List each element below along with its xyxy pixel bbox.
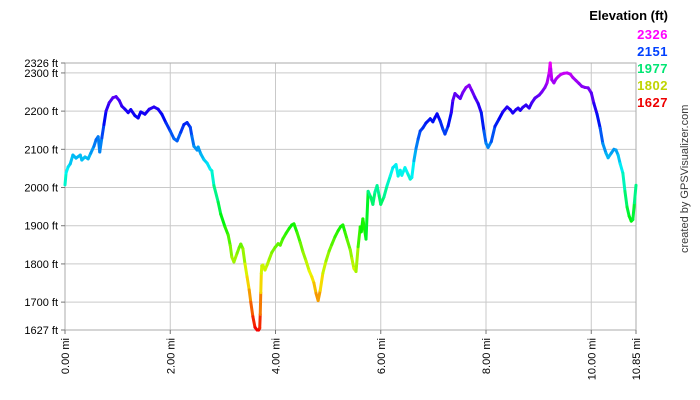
elevation-line-segment	[364, 189, 370, 241]
elevation-line-segment	[446, 111, 453, 128]
elevation-line-segment	[621, 171, 627, 193]
elevation-line-segment	[298, 241, 305, 254]
elevation-line-segment	[385, 174, 392, 188]
elevation-line-segment	[321, 259, 328, 275]
elevation-line-segment	[375, 184, 381, 198]
y-tick-label: 2200 ft	[24, 106, 58, 118]
legend-entry: 1977	[637, 61, 668, 76]
elevation-line-segment	[316, 288, 322, 303]
elevation-line-segment	[259, 271, 263, 295]
legend-entry: 2151	[637, 44, 668, 59]
elevation-line-segment	[489, 124, 497, 144]
elevation-line-segment	[226, 233, 232, 248]
plot-border	[64, 62, 637, 331]
elevation-line-segment	[98, 136, 104, 154]
elevation-line-segment	[449, 98, 455, 115]
y-tick-label: 1800 ft	[24, 259, 58, 271]
elevation-line-segment	[258, 312, 262, 330]
elevation-line-segment	[632, 183, 638, 205]
elevation-line-segment	[228, 244, 234, 259]
x-tick-label: 6.00 mi	[376, 338, 388, 374]
elevation-line-segment	[414, 137, 420, 151]
elevation-line-segment	[190, 134, 196, 148]
elevation-line-segment	[251, 315, 257, 329]
legend-entry: 1627	[637, 95, 668, 110]
elevation-line-segment	[371, 190, 377, 206]
x-tick-label: 4.00 mi	[271, 338, 283, 374]
elevation-line-segment	[175, 130, 183, 143]
elevation-line-segment	[631, 201, 636, 222]
elevation-line-segment	[258, 291, 263, 316]
elevation-line-segment	[382, 184, 389, 199]
elevation-line-segment	[210, 169, 216, 188]
y-tick-label: 2300 ft	[24, 68, 58, 80]
elevation-line-segment	[249, 300, 255, 319]
elevation-line-segment	[592, 101, 599, 116]
elevation-line-segment	[160, 112, 168, 125]
legend-entry: 2326	[637, 27, 668, 42]
y-tick-label: 2326 ft	[24, 58, 58, 70]
elevation-line-segment	[102, 109, 108, 126]
elevation-line-segment	[623, 189, 629, 209]
elevation-line-segment	[598, 126, 605, 146]
elevation-line-segment	[545, 71, 551, 85]
elevation-line-segment	[301, 250, 308, 263]
legend: Elevation (ft) 2326 2151 1977 1802 1627	[589, 8, 668, 111]
elevation-line-segment	[312, 281, 318, 295]
y-tick-label: 1900 ft	[24, 221, 58, 233]
elevation-line-segment	[243, 262, 249, 279]
elevation-line-segment	[241, 247, 247, 266]
elevation-line-segment	[476, 101, 483, 115]
elevation-line-segment	[482, 129, 488, 145]
x-tick-label: 10.00 mi	[586, 338, 598, 380]
watermark-text: created by GPSVisualizer.com	[679, 105, 691, 253]
elevation-line-segment	[318, 271, 325, 292]
elevation-line-segment	[216, 200, 223, 216]
elevation-line-segment	[410, 159, 416, 180]
elevation-line-segment	[618, 162, 625, 175]
elevation-line-segment	[354, 245, 360, 274]
legend-title: Elevation (ft)	[589, 8, 668, 23]
elevation-line	[63, 61, 638, 332]
elevation-line-segment	[212, 184, 220, 204]
elevation-line-segment	[616, 153, 622, 166]
elevation-line-segment	[601, 142, 608, 155]
elevation-line-segment	[295, 231, 302, 245]
elevation-line-segment	[324, 249, 331, 263]
y-tick-label: 2100 ft	[24, 144, 58, 156]
elevation-line-segment	[63, 171, 68, 187]
elevation-line-segment	[589, 91, 596, 105]
elevation-line-segment	[304, 259, 311, 273]
legend-entry: 1802	[637, 78, 668, 93]
grid-layer	[64, 62, 637, 331]
x-tick-label: 0.00 mi	[60, 338, 72, 374]
y-tick-label: 1627 ft	[24, 325, 58, 337]
elevation-line-segment	[292, 222, 299, 235]
y-tick-label: 1700 ft	[24, 297, 58, 309]
elevation-line-segment	[350, 256, 356, 271]
x-tick-label: 2.00 mi	[165, 338, 177, 374]
elevation-line-segment	[232, 251, 239, 264]
legend-entries: 2326 2151 1977 1802 1627	[589, 26, 668, 111]
elevation-line-segment	[345, 237, 352, 252]
elevation-line-segment	[479, 111, 486, 133]
elevation-line-segment	[100, 122, 106, 140]
elevation-line-segment	[219, 212, 227, 229]
x-tick-label: 10.85 mi	[631, 338, 643, 380]
y-tick-label: 2000 ft	[24, 183, 58, 195]
elevation-line-segment	[247, 288, 253, 304]
x-tick-label: 8.00 mi	[481, 338, 493, 374]
elevation-line-segment	[549, 67, 554, 82]
elevation-line-segment	[164, 121, 172, 133]
elevation-line-segment	[412, 147, 418, 163]
elevation-line-segment	[595, 112, 602, 130]
elevation-line-segment	[625, 205, 631, 218]
elevation-line-segment	[245, 275, 251, 292]
